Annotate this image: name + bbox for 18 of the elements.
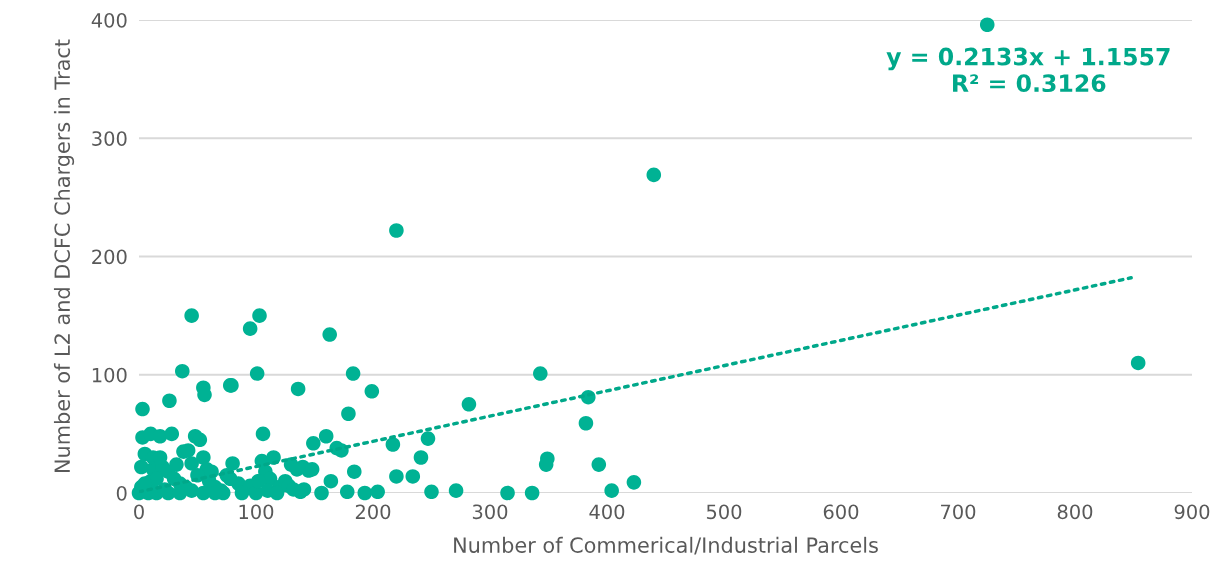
y-tick-label: 300 [92, 131, 127, 146]
x-axis-title: Number of Commerical/Industrial Parcels [454, 536, 878, 555]
x-tick-label: 800 [1057, 504, 1093, 520]
x-tick-label: 0 [134, 504, 144, 520]
y-axis-title: Number of L2 and DCFC Chargers in Tract [53, 39, 75, 472]
x-tick-label: 700 [941, 504, 976, 520]
y-tick-label: 0 [116, 485, 127, 501]
x-tick-label: 100 [239, 504, 274, 520]
y-tick-label: 400 [91, 12, 127, 28]
y-tick-label: 100 [92, 367, 127, 383]
x-tick-label: 600 [823, 504, 859, 520]
x-tick-label: 900 [1174, 504, 1210, 520]
y-tick-label: 200 [92, 249, 127, 265]
x-tick-label: 400 [589, 504, 625, 520]
x-tick-label: 300 [472, 504, 508, 520]
annotation: y = 0.2133x + 1.1557 R² = 0.3126 [886, 47, 1170, 93]
x-tick-label: 500 [706, 504, 742, 520]
x-tick-label: 200 [355, 504, 391, 520]
